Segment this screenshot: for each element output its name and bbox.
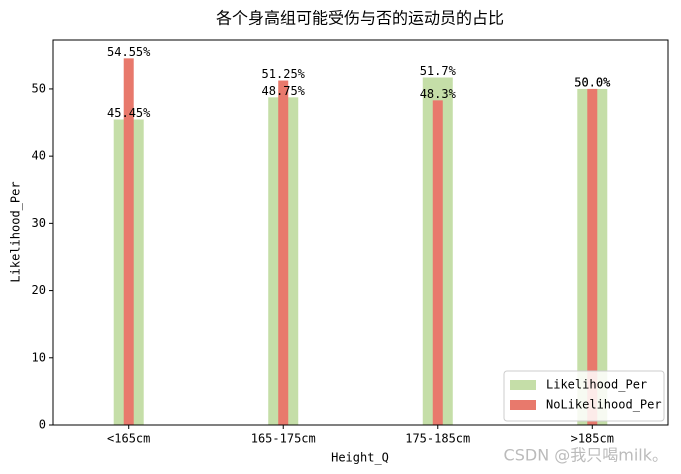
y-axis-label: Likelihood_Per (9, 181, 23, 282)
y-tick-label: 40 (32, 149, 46, 163)
plot-frame (52, 39, 669, 426)
y-tick-label: 0 (39, 418, 46, 432)
legend-box (503, 370, 665, 422)
legend-label: Likelihood_Per (546, 378, 647, 392)
legend-swatch (510, 380, 536, 390)
bar (123, 58, 134, 425)
data-label: 54.55% (107, 45, 151, 59)
chart-title: 各个身高组可能受伤与否的运动员的占比 (216, 9, 504, 28)
y-tick-label: 20 (32, 283, 46, 297)
data-label: 50.0% (574, 75, 611, 89)
bar (587, 88, 598, 425)
data-label: 45.45% (107, 106, 151, 120)
data-label: 51.7% (420, 64, 457, 78)
data-label: 50.0% (574, 75, 611, 89)
watermark: CSDN @我只喝milk。 (504, 446, 668, 465)
x-tick-label: 175-185cm (405, 432, 470, 446)
legend-swatch (510, 400, 536, 410)
y-tick-label: 30 (32, 216, 46, 230)
data-label: 48.3% (420, 87, 457, 101)
x-tick-label: >185cm (571, 432, 614, 446)
legend-label: NoLikelihood_Per (546, 398, 662, 412)
data-label: 48.75% (262, 84, 306, 98)
bar (278, 80, 289, 426)
x-axis-label: Height_Q (331, 451, 389, 465)
x-tick-label: 165-175cm (251, 432, 316, 446)
x-tick-label: <165cm (107, 432, 150, 446)
data-label: 51.25% (262, 67, 306, 81)
bar (432, 100, 443, 426)
y-tick-label: 10 (32, 350, 46, 364)
y-tick-label: 50 (32, 81, 46, 95)
